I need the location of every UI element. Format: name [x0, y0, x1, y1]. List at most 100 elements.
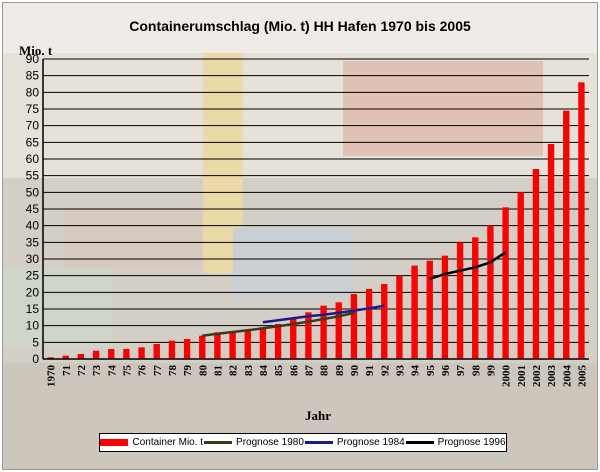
y-tick-label: 25	[26, 269, 40, 283]
bar-81	[214, 332, 221, 359]
legend-item-prognose-1996: Prognose 1996	[405, 437, 506, 448]
x-tick-label: 2005	[576, 365, 588, 388]
bar-2004	[563, 110, 570, 360]
x-tick-label: 91	[364, 365, 376, 376]
x-tick-label: 77	[152, 365, 164, 377]
bar-85	[274, 324, 282, 359]
y-tick-label: 50	[26, 185, 40, 199]
bar-92	[381, 284, 388, 359]
legend-swatch-prognose-1984	[304, 441, 333, 444]
bar-2002	[532, 169, 540, 359]
bar-89	[335, 302, 342, 359]
line-series-1	[202, 311, 355, 337]
legend-label-prognose-1996: Prognose 1996	[437, 437, 506, 448]
bar-87	[305, 312, 312, 359]
legend-item-prognose-1984: Prognose 1984	[304, 437, 405, 448]
x-tick-label: 82	[228, 365, 240, 377]
x-axis-ticks: 1970 71 72 73 74 75 76 77 78 79 80 81 82 83 84 85 86 87 88…	[46, 365, 589, 388]
x-tick-label: 81	[212, 365, 224, 376]
bar-74	[108, 349, 115, 359]
bar-98	[472, 237, 479, 359]
bar-1970	[47, 357, 54, 359]
bar-72	[77, 354, 85, 359]
y-tick-label: 5	[32, 335, 39, 349]
x-tick-label: 74	[106, 365, 118, 377]
x-tick-label: 2000	[501, 365, 513, 388]
legend-label-prognose-1980: Prognose 1980	[236, 437, 304, 448]
y-tick-label: 60	[26, 152, 40, 166]
y-tick-label: 90	[26, 52, 40, 66]
x-tick-label: 98	[470, 365, 482, 377]
axes	[42, 59, 589, 360]
x-tick-label: 90	[349, 365, 361, 377]
legend-swatch-container	[100, 439, 129, 446]
x-tick-label: 2003	[546, 365, 558, 388]
x-tick-label: 76	[137, 365, 149, 377]
bar-71	[62, 355, 69, 359]
bar-79	[183, 339, 191, 359]
x-tick-label: 71	[61, 365, 73, 376]
x-tick-label: 2001	[516, 365, 528, 387]
x-tick-label: 85	[273, 365, 285, 377]
legend-item-prognose-1980: Prognose 1980	[204, 437, 304, 448]
y-tick-label: 0	[32, 352, 39, 366]
bar-90	[350, 294, 358, 359]
y-tick-label: 30	[26, 252, 40, 266]
x-axis-label: Jahr	[305, 408, 331, 423]
y-tick-label: 45	[26, 202, 40, 216]
bar-73	[92, 350, 100, 359]
bar-83	[244, 330, 251, 359]
bar-76	[138, 347, 145, 359]
bar-80	[199, 335, 206, 359]
container-chart: Containerumschlag (Mio. t) HH Hafen 1970…	[19, 18, 589, 423]
y-tick-label: 55	[26, 169, 40, 183]
y-tick-label: 10	[26, 319, 40, 333]
x-tick-label: 94	[410, 365, 422, 377]
bar-99	[487, 225, 494, 359]
y-tick-label: 15	[26, 302, 40, 316]
x-tick-label: 72	[76, 365, 88, 377]
bar-series	[47, 82, 585, 360]
x-tick-label: 88	[319, 365, 331, 377]
y-tick-label: 40	[26, 219, 40, 233]
x-tick-label: 78	[167, 365, 179, 377]
x-tick-label: 87	[303, 365, 315, 377]
x-tick-label: 93	[394, 365, 406, 377]
x-tick-label: 86	[288, 365, 300, 377]
legend-label-container: Container Mio. t	[132, 437, 204, 448]
bar-78	[168, 340, 176, 359]
x-tick-label: 92	[379, 365, 391, 377]
line-series-2	[262, 304, 385, 324]
bar-2005	[578, 82, 585, 359]
bar-93	[396, 275, 403, 359]
x-tick-label: 2004	[561, 365, 573, 388]
x-tick-label: 89	[334, 365, 346, 377]
y-tick-label: 65	[26, 135, 40, 149]
bar-96	[441, 255, 449, 359]
x-tick-label: 73	[91, 365, 103, 377]
bar-88	[320, 305, 327, 359]
line-series-3	[429, 251, 507, 281]
x-tick-label: 2002	[531, 365, 543, 388]
y-tick-label: 35	[26, 235, 40, 249]
x-tick-label: 1970	[46, 365, 58, 388]
y-tick-label: 80	[26, 85, 40, 99]
gridlines	[43, 58, 589, 343]
x-tick-label: 95	[425, 365, 437, 377]
legend: Container Mio. t Prognose 1980 Prognose …	[99, 433, 507, 452]
bar-2001	[517, 192, 524, 359]
bar-91	[365, 289, 373, 359]
x-tick-label: 99	[485, 365, 497, 377]
bar-86	[290, 319, 297, 359]
x-tick-label: 97	[455, 365, 467, 377]
y-tick-label: 85	[26, 69, 40, 83]
x-tick-label: 83	[243, 365, 255, 377]
bar-82	[229, 332, 236, 359]
y-axis-label: Mio. t	[19, 43, 53, 58]
bar-75	[123, 349, 130, 359]
legend-swatch-prognose-1980	[204, 441, 233, 444]
x-tick-label: 75	[121, 365, 133, 377]
y-tick-label: 75	[26, 102, 40, 116]
x-tick-label: 84	[258, 365, 270, 377]
